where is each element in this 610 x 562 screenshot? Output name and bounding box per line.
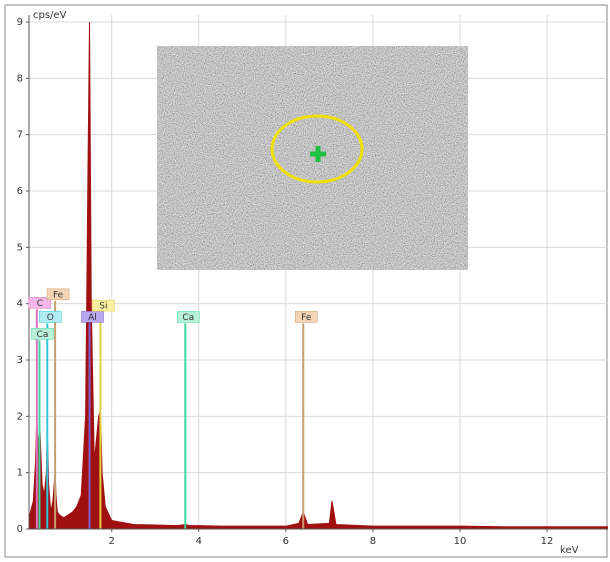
element-tag xyxy=(81,311,104,323)
x-tick-label: 10 xyxy=(454,536,467,547)
element-label: Al xyxy=(88,313,97,323)
y-tick-label: 5 xyxy=(17,242,23,253)
element-tag xyxy=(39,311,62,323)
element-label: Fe xyxy=(53,290,64,300)
element-tag xyxy=(46,288,70,301)
y-tick-label: 2 xyxy=(17,411,23,422)
element-tag xyxy=(295,311,318,323)
element-label: Ca xyxy=(182,313,194,323)
y-tick-label: 9 xyxy=(17,17,23,28)
x-tick-label: 12 xyxy=(541,536,554,547)
y-tick-label: 0 xyxy=(17,524,23,535)
y-tick-label: 7 xyxy=(17,130,23,141)
y-tick-label: 8 xyxy=(17,73,23,84)
element-tag xyxy=(92,299,115,312)
y-tick-label: 4 xyxy=(17,299,23,310)
sem-image xyxy=(157,46,468,270)
y-tick-label: 1 xyxy=(17,468,23,479)
x-tick-label: 8 xyxy=(370,536,376,547)
element-label: Si xyxy=(99,302,107,312)
y-tick-label: 3 xyxy=(17,355,23,366)
element-label: Ca xyxy=(37,330,49,340)
y-tick-label: 6 xyxy=(17,186,23,197)
element-tag xyxy=(177,311,200,323)
x-tick-label: 6 xyxy=(283,536,289,547)
element-label: C xyxy=(37,299,43,309)
y-axis-label: cps/eV xyxy=(33,10,67,21)
x-axis-label: keV xyxy=(560,545,579,556)
element-label: O xyxy=(47,313,54,323)
x-tick-label: 2 xyxy=(109,536,115,547)
x-tick-label: 4 xyxy=(196,536,202,547)
element-label: Fe xyxy=(301,313,312,323)
element-tag xyxy=(31,328,54,340)
element-tag xyxy=(28,297,52,309)
